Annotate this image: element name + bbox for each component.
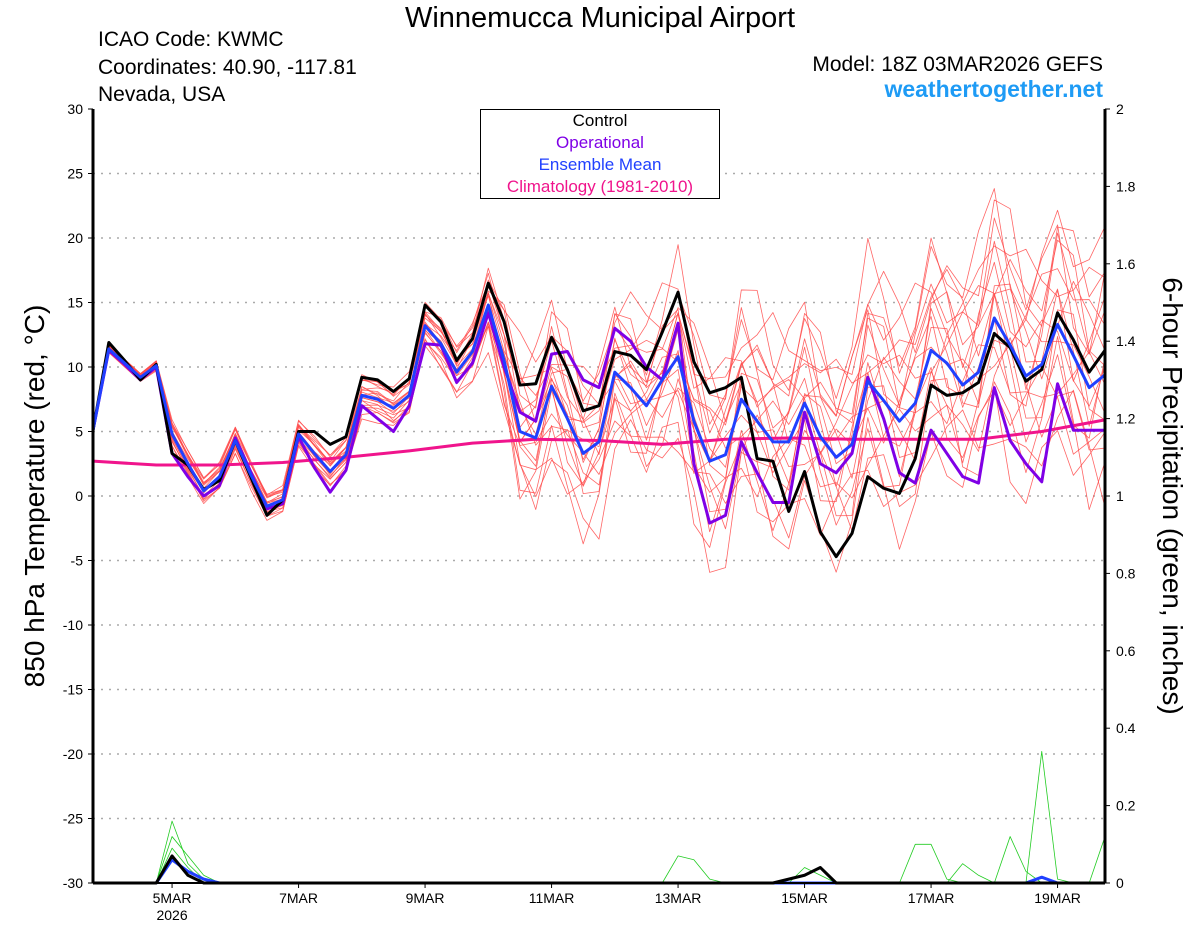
y-tick-label: 10 [67, 359, 83, 375]
y-tick-label: 25 [67, 166, 83, 182]
x-tick-label: 13MAR [655, 890, 702, 906]
ensemble-mean-line [91, 303, 1106, 508]
precip-member-line [93, 820, 1105, 884]
y-tick-label: 15 [67, 295, 83, 311]
y-right-tick-label: 0.8 [1116, 565, 1136, 581]
y-right-tick-label: 1 [1116, 488, 1124, 504]
chart-title: Winnemucca Municipal Airport [404, 2, 796, 34]
precip-member-line [93, 855, 1105, 884]
y-tick-label: -25 [63, 811, 83, 827]
precip-member-line [93, 751, 1105, 884]
precip-member-line [93, 863, 1105, 884]
x-tick-label: 9MAR [406, 890, 445, 906]
region: Nevada, USA [98, 83, 226, 106]
model-run: Model: 18Z 03MAR2026 GEFS [812, 53, 1103, 76]
y-axis-label-right: 6-hour Precipitation (green, inches) [1157, 277, 1188, 715]
legend-climatology: Climatology (1981-2010) [506, 177, 694, 196]
x-tick-sublabel: 2026 [156, 907, 187, 923]
y-tick-label: -20 [63, 746, 83, 762]
precip-member-line [93, 836, 1105, 884]
precip-control-line [93, 854, 1105, 885]
x-tick-label: 15MAR [781, 890, 828, 906]
legend-control: Control [572, 111, 628, 130]
y-right-tick-label: 0.6 [1116, 643, 1136, 659]
x-tick-label: 7MAR [279, 890, 318, 906]
precip-member-line [93, 836, 1106, 884]
y-right-tick-label: 1.2 [1116, 411, 1136, 427]
y-right-tick-label: 1.8 [1116, 178, 1136, 194]
ensemble-member-line [92, 268, 1106, 499]
y-tick-label: 30 [67, 101, 83, 117]
ensemble-members [92, 188, 1106, 573]
legend: Control Operational Ensemble Mean Climat… [480, 109, 720, 199]
precip-mean-line [93, 858, 1105, 885]
icao-code: ICAO Code: KWMC [98, 28, 284, 51]
ensemble-member-line [92, 232, 1106, 504]
ensemble-member-line [92, 188, 1106, 496]
y-tick-label: 20 [67, 230, 83, 246]
y-tick-label: -10 [63, 617, 83, 633]
y-tick-label: -30 [63, 875, 83, 891]
coordinates: Coordinates: 40.90, -117.81 [98, 56, 357, 79]
precip-member-line [93, 836, 1105, 884]
axes: -30 -25 -20 -15 -10 -5 0 5 10 15 20 25 30 0 0.2 0.4 0.6 0… [63, 101, 1136, 923]
x-tick-label: 5MAR [153, 890, 192, 906]
y-right-tick-label: 0.2 [1116, 798, 1136, 814]
gridlines [93, 172, 1105, 820]
main-series [91, 281, 1107, 559]
y-right-tick-label: 0.4 [1116, 720, 1136, 736]
y-tick-label: 5 [75, 424, 83, 440]
precip-member-line [93, 847, 1105, 884]
y-axis-label-left: 850 hPa Temperature (red, °C) [19, 304, 50, 688]
y-tick-label: -15 [63, 682, 83, 698]
control-line [91, 281, 1107, 559]
site-link[interactable]: weathertogether.net [884, 76, 1103, 102]
precip-series [93, 751, 1106, 885]
x-tick-label: 11MAR [529, 890, 575, 906]
y-tick-label: 0 [75, 488, 83, 504]
y-tick-label: -5 [71, 553, 84, 569]
y-right-tick-label: 2 [1116, 101, 1124, 117]
y-right-tick-label: 0 [1116, 875, 1124, 891]
legend-operational: Operational [556, 133, 644, 152]
x-tick-label: 17MAR [908, 890, 955, 906]
y-right-tick-label: 1.6 [1116, 256, 1136, 272]
precip-member-line [93, 843, 1105, 884]
legend-mean: Ensemble Mean [538, 155, 662, 174]
y-right-tick-label: 1.4 [1116, 333, 1136, 349]
x-tick-label: 19MAR [1034, 890, 1081, 906]
